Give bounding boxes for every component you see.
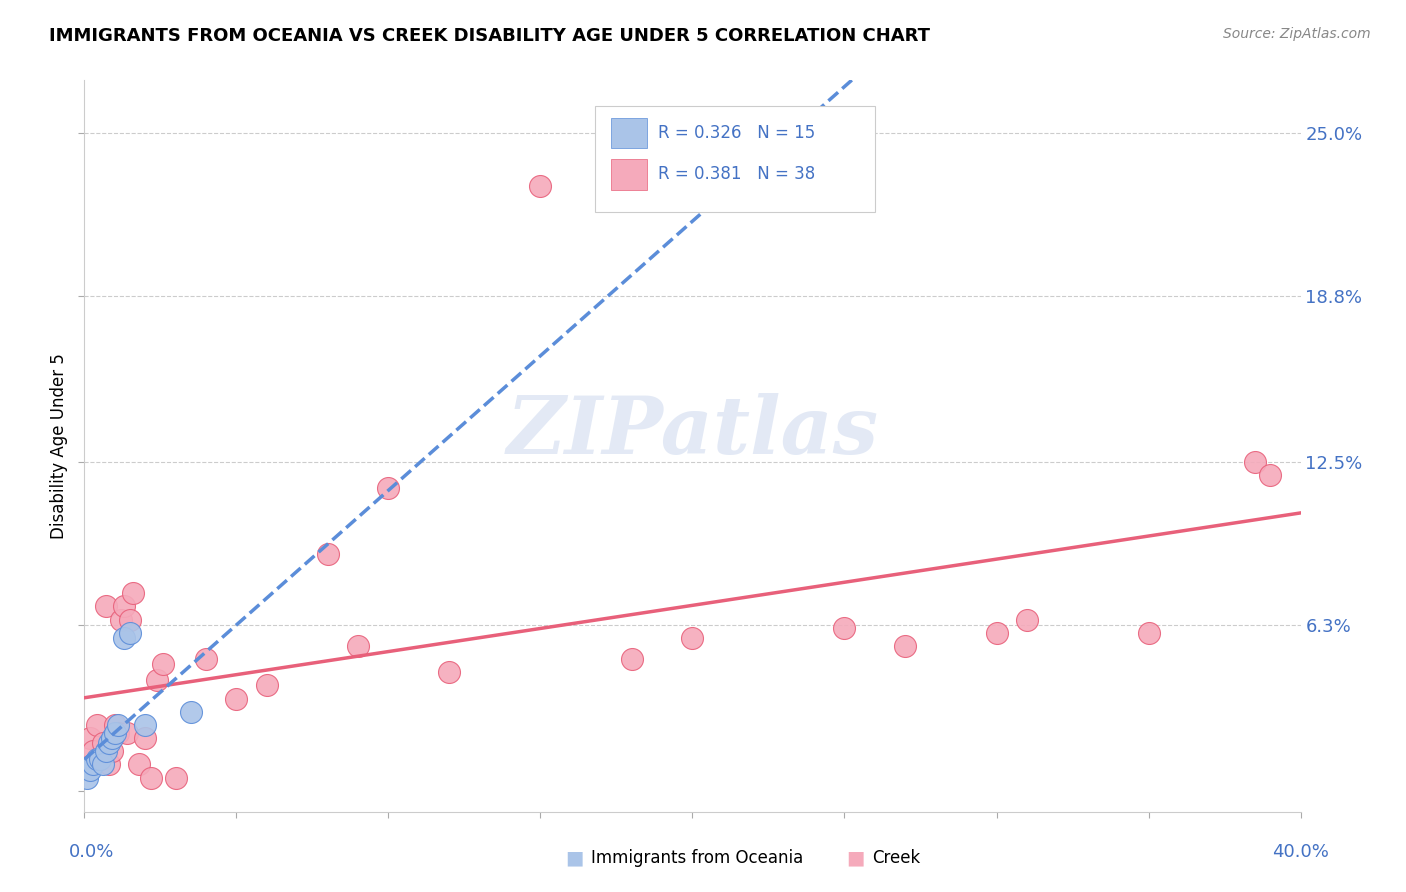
Point bbox=[118, 613, 141, 627]
Point bbox=[141, 771, 163, 785]
Point bbox=[91, 757, 114, 772]
Point bbox=[100, 731, 122, 745]
Point bbox=[682, 631, 704, 645]
Point bbox=[112, 631, 135, 645]
Point bbox=[82, 744, 104, 758]
Point bbox=[439, 665, 461, 680]
Point bbox=[97, 736, 120, 750]
Point bbox=[986, 625, 1008, 640]
Point bbox=[112, 599, 135, 614]
Point bbox=[146, 673, 169, 688]
Point bbox=[1015, 613, 1038, 627]
Point bbox=[128, 757, 150, 772]
Point bbox=[1244, 455, 1267, 469]
Point bbox=[86, 718, 108, 732]
Point bbox=[1258, 467, 1281, 482]
Point bbox=[94, 599, 117, 614]
Y-axis label: Disability Age Under 5: Disability Age Under 5 bbox=[49, 353, 67, 539]
Text: 40.0%: 40.0% bbox=[1272, 843, 1329, 861]
Text: ■: ■ bbox=[565, 848, 583, 868]
Text: Source: ZipAtlas.com: Source: ZipAtlas.com bbox=[1223, 27, 1371, 41]
Point bbox=[256, 678, 278, 692]
Text: ZIPatlas: ZIPatlas bbox=[506, 392, 879, 470]
Point bbox=[89, 752, 111, 766]
Point bbox=[894, 639, 917, 653]
Point bbox=[377, 481, 399, 495]
Point bbox=[79, 731, 101, 745]
Point bbox=[97, 757, 120, 772]
Text: R = 0.326   N = 15: R = 0.326 N = 15 bbox=[658, 124, 815, 142]
Point bbox=[91, 736, 114, 750]
Text: Creek: Creek bbox=[872, 849, 920, 867]
Point bbox=[94, 744, 117, 758]
Point bbox=[834, 621, 856, 635]
Point bbox=[316, 547, 339, 561]
Point bbox=[1137, 625, 1160, 640]
Point bbox=[76, 771, 98, 785]
Point bbox=[347, 639, 370, 653]
Point bbox=[115, 726, 138, 740]
Point bbox=[107, 718, 129, 732]
Point bbox=[134, 731, 156, 745]
Text: R = 0.381   N = 38: R = 0.381 N = 38 bbox=[658, 165, 815, 183]
Point bbox=[79, 763, 101, 777]
FancyBboxPatch shape bbox=[612, 160, 647, 190]
Point bbox=[82, 757, 104, 772]
Text: 0.0%: 0.0% bbox=[69, 843, 114, 861]
Point bbox=[165, 771, 187, 785]
Point bbox=[529, 178, 551, 193]
Point bbox=[620, 652, 643, 666]
Point bbox=[122, 586, 145, 600]
Point bbox=[89, 752, 111, 766]
Point bbox=[100, 744, 122, 758]
Point bbox=[152, 657, 174, 672]
Point bbox=[194, 652, 218, 666]
Point bbox=[104, 726, 127, 740]
Point bbox=[180, 705, 202, 719]
Point bbox=[86, 752, 108, 766]
Point bbox=[104, 718, 127, 732]
FancyBboxPatch shape bbox=[612, 118, 647, 148]
FancyBboxPatch shape bbox=[595, 106, 875, 212]
Point bbox=[107, 726, 129, 740]
Point bbox=[225, 691, 247, 706]
Point bbox=[134, 718, 156, 732]
Point bbox=[118, 625, 141, 640]
Text: ■: ■ bbox=[846, 848, 865, 868]
Point bbox=[110, 613, 132, 627]
Text: IMMIGRANTS FROM OCEANIA VS CREEK DISABILITY AGE UNDER 5 CORRELATION CHART: IMMIGRANTS FROM OCEANIA VS CREEK DISABIL… bbox=[49, 27, 931, 45]
Text: Immigrants from Oceania: Immigrants from Oceania bbox=[591, 849, 803, 867]
